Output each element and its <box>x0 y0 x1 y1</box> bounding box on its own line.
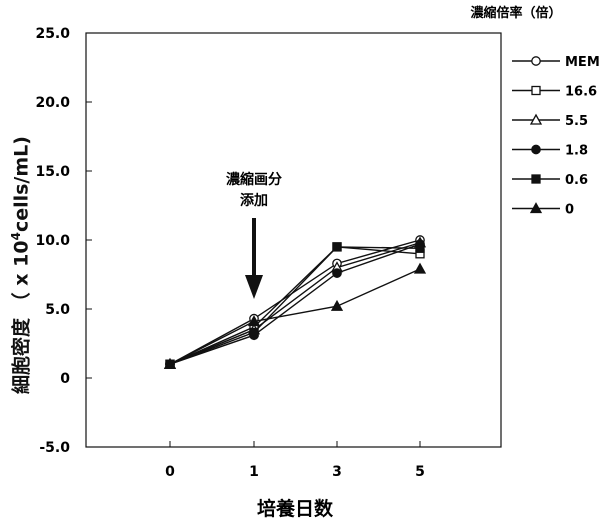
y-tick-label: 0 <box>60 371 70 387</box>
legend-label: 1.8 <box>565 144 588 159</box>
x-axis: 0 1 3 5 <box>165 441 425 480</box>
data-point <box>415 243 425 253</box>
data-point <box>332 242 342 252</box>
legend-label: 5.5 <box>565 114 588 129</box>
x-tick-label: 0 <box>165 464 175 480</box>
legend-marker <box>531 174 541 184</box>
legend-marker <box>529 202 543 214</box>
data-point <box>249 327 259 338</box>
y-axis: 25.0 20.0 15.0 10.0 5.0 0 -5.0 <box>35 26 92 456</box>
legend-title: 濃縮倍率（倍） <box>470 5 561 21</box>
series-lines <box>169 239 421 365</box>
legend-marker <box>531 85 541 96</box>
series-line-5 <box>169 246 421 365</box>
data-point <box>247 315 261 327</box>
plot-frame <box>85 32 502 448</box>
y-axis-label-prefix: 細胞密度 （ x 10 <box>10 240 33 394</box>
data-point <box>330 299 344 311</box>
y-axis-label: 細胞密度 （ x 104cells/mL) <box>7 136 34 394</box>
y-axis-label-suffix: cells/mL) <box>10 136 33 233</box>
data-point <box>413 262 427 274</box>
series-line-6 <box>169 268 421 365</box>
legend-marker <box>531 144 541 155</box>
series-line-2 <box>169 246 421 365</box>
legend-marker <box>531 56 541 66</box>
annotation-line-1: 濃縮画分 <box>226 171 282 188</box>
annotation: 濃縮画分 添加 <box>226 171 282 299</box>
series-line-1 <box>169 239 421 365</box>
x-axis-label: 培養日数 <box>257 497 334 520</box>
x-tick-label: 1 <box>249 464 259 480</box>
y-tick-label: 15.0 <box>35 164 70 180</box>
x-tick-label: 5 <box>415 464 425 480</box>
series-markers <box>163 235 427 370</box>
y-tick-label: 20.0 <box>35 95 70 111</box>
legend-label: MEM <box>565 55 600 70</box>
series-line-3 <box>169 242 421 365</box>
legend-label: 16.6 <box>565 85 597 100</box>
annotation-arrow-head <box>245 275 263 299</box>
legend-marker <box>529 113 543 125</box>
y-tick-label: -5.0 <box>39 440 70 456</box>
series-line-4 <box>169 243 421 365</box>
annotation-line-2: 添加 <box>240 192 268 209</box>
y-tick-label: 25.0 <box>35 26 70 42</box>
y-tick-label: 5.0 <box>45 302 70 318</box>
x-tick-label: 3 <box>332 464 342 480</box>
data-point <box>332 268 342 278</box>
legend-label: 0.6 <box>565 173 588 188</box>
y-tick-label: 10.0 <box>35 233 70 249</box>
y-axis-label-exponent: 4 <box>9 232 24 241</box>
legend: MEM 16.6 5.5 1.8 0.6 0 <box>512 55 600 218</box>
data-point <box>163 357 177 369</box>
legend-label: 0 <box>565 203 574 218</box>
